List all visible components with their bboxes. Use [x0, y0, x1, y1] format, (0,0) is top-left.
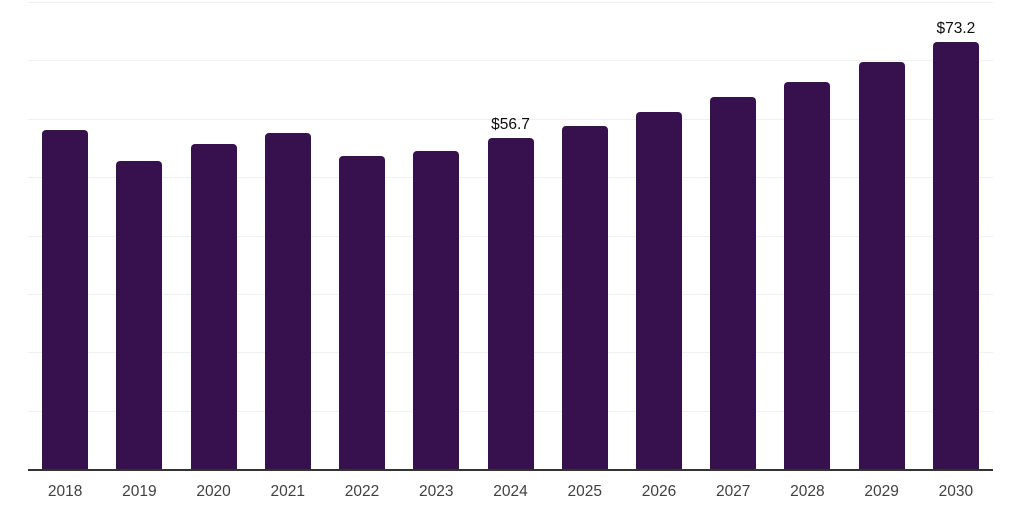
bar-2024 [487, 138, 534, 469]
x-axis-label-2027: 2027 [715, 483, 751, 500]
x-axis-label-2026: 2026 [641, 483, 677, 500]
bar-2023 [413, 151, 460, 469]
x-axis-label-2025: 2025 [567, 483, 602, 500]
gridline-80 [28, 2, 993, 3]
x-axis-label-2018: 2018 [47, 483, 83, 500]
x-axis-label-2019: 2019 [122, 483, 157, 500]
gridline-60 [28, 118, 993, 120]
x-axis-label-2029: 2029 [864, 483, 899, 500]
x-axis-label-2021: 2021 [270, 483, 306, 500]
bar-2026 [635, 111, 682, 469]
x-axis-label-2030: 2030 [938, 483, 974, 500]
bar-2029 [858, 61, 905, 469]
x-axis-label-2024: 2024 [493, 483, 528, 500]
bar-2027 [710, 96, 757, 469]
bar-2018 [42, 130, 89, 469]
x-axis-label-2022: 2022 [344, 483, 380, 500]
value-label-2030: $73.2 [936, 19, 976, 37]
x-axis-label-2023: 2023 [419, 483, 454, 500]
chart-plot-area: $56.7 $73.2 [28, 0, 993, 471]
x-axis-label-2020: 2020 [196, 483, 231, 500]
gridline-70 [28, 60, 993, 62]
bar-2021 [264, 132, 311, 469]
bar-2022 [339, 155, 386, 469]
bar-2019 [116, 160, 163, 469]
bar-2028 [784, 81, 831, 469]
bar-2025 [561, 126, 608, 469]
bar-2030 [932, 41, 979, 469]
value-label-2024: $56.7 [491, 116, 530, 133]
bar-2020 [190, 144, 237, 469]
x-axis-label-2028: 2028 [790, 483, 825, 500]
